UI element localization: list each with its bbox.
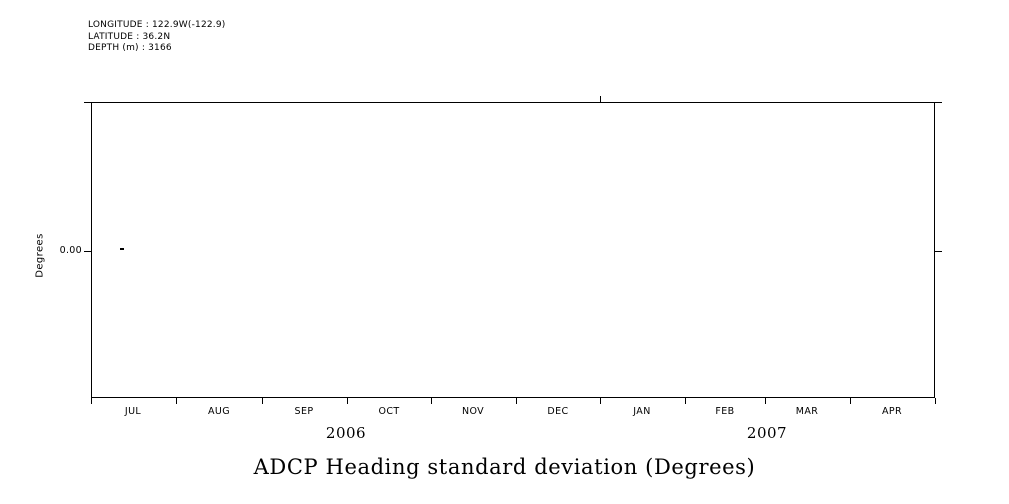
x-axis-year-label-2007: 2007	[746, 424, 788, 442]
plot-area	[91, 102, 935, 398]
x-axis-label-nov: NOV	[461, 406, 485, 417]
x-axis-tick	[431, 398, 432, 404]
x-axis-label-feb: FEB	[715, 406, 735, 417]
x-axis-tick	[685, 398, 686, 404]
x-axis-label-aug: AUG	[207, 406, 231, 417]
x-axis-tick	[262, 398, 263, 404]
data-point	[120, 248, 124, 250]
latitude-text: LATITUDE : 36.2N	[88, 31, 171, 42]
y-axis-tick-right	[935, 251, 942, 252]
station-metadata: LONGITUDE : 122.9W(-122.9) LATITUDE : 36…	[88, 20, 226, 55]
x-axis-tick	[516, 398, 517, 404]
y-axis-corner-tick-top	[84, 102, 91, 103]
x-axis-label-dec: DEC	[547, 406, 569, 417]
y-axis-title: Degrees	[34, 233, 46, 278]
chart-title: ADCP Heading standard deviation (Degrees…	[253, 455, 756, 479]
x-axis-tick	[91, 398, 92, 404]
y-axis-tick-label: 0.00	[59, 245, 82, 256]
x-axis-label-sep: SEP	[294, 406, 314, 417]
x-axis-tick	[347, 398, 348, 404]
top-axis-tick	[600, 96, 601, 102]
x-axis-label-oct: OCT	[378, 406, 400, 417]
x-axis-tick	[176, 398, 177, 404]
x-axis-label-apr: APR	[881, 406, 903, 417]
x-axis-label-mar: MAR	[795, 406, 819, 417]
x-axis-year-label-2006: 2006	[325, 424, 367, 442]
x-axis-tick	[850, 398, 851, 404]
y-axis-tick	[84, 251, 91, 252]
longitude-text: LONGITUDE : 122.9W(-122.9)	[88, 20, 226, 30]
x-axis-tick	[935, 398, 936, 404]
x-axis-label-jul: JUL	[124, 406, 142, 417]
x-axis-tick	[765, 398, 766, 404]
x-axis-label-jan: JAN	[633, 406, 651, 417]
x-axis-tick	[600, 398, 601, 404]
y-axis-corner-tick-top-right	[935, 102, 942, 103]
depth-text: DEPTH (m) : 3166	[88, 43, 172, 53]
